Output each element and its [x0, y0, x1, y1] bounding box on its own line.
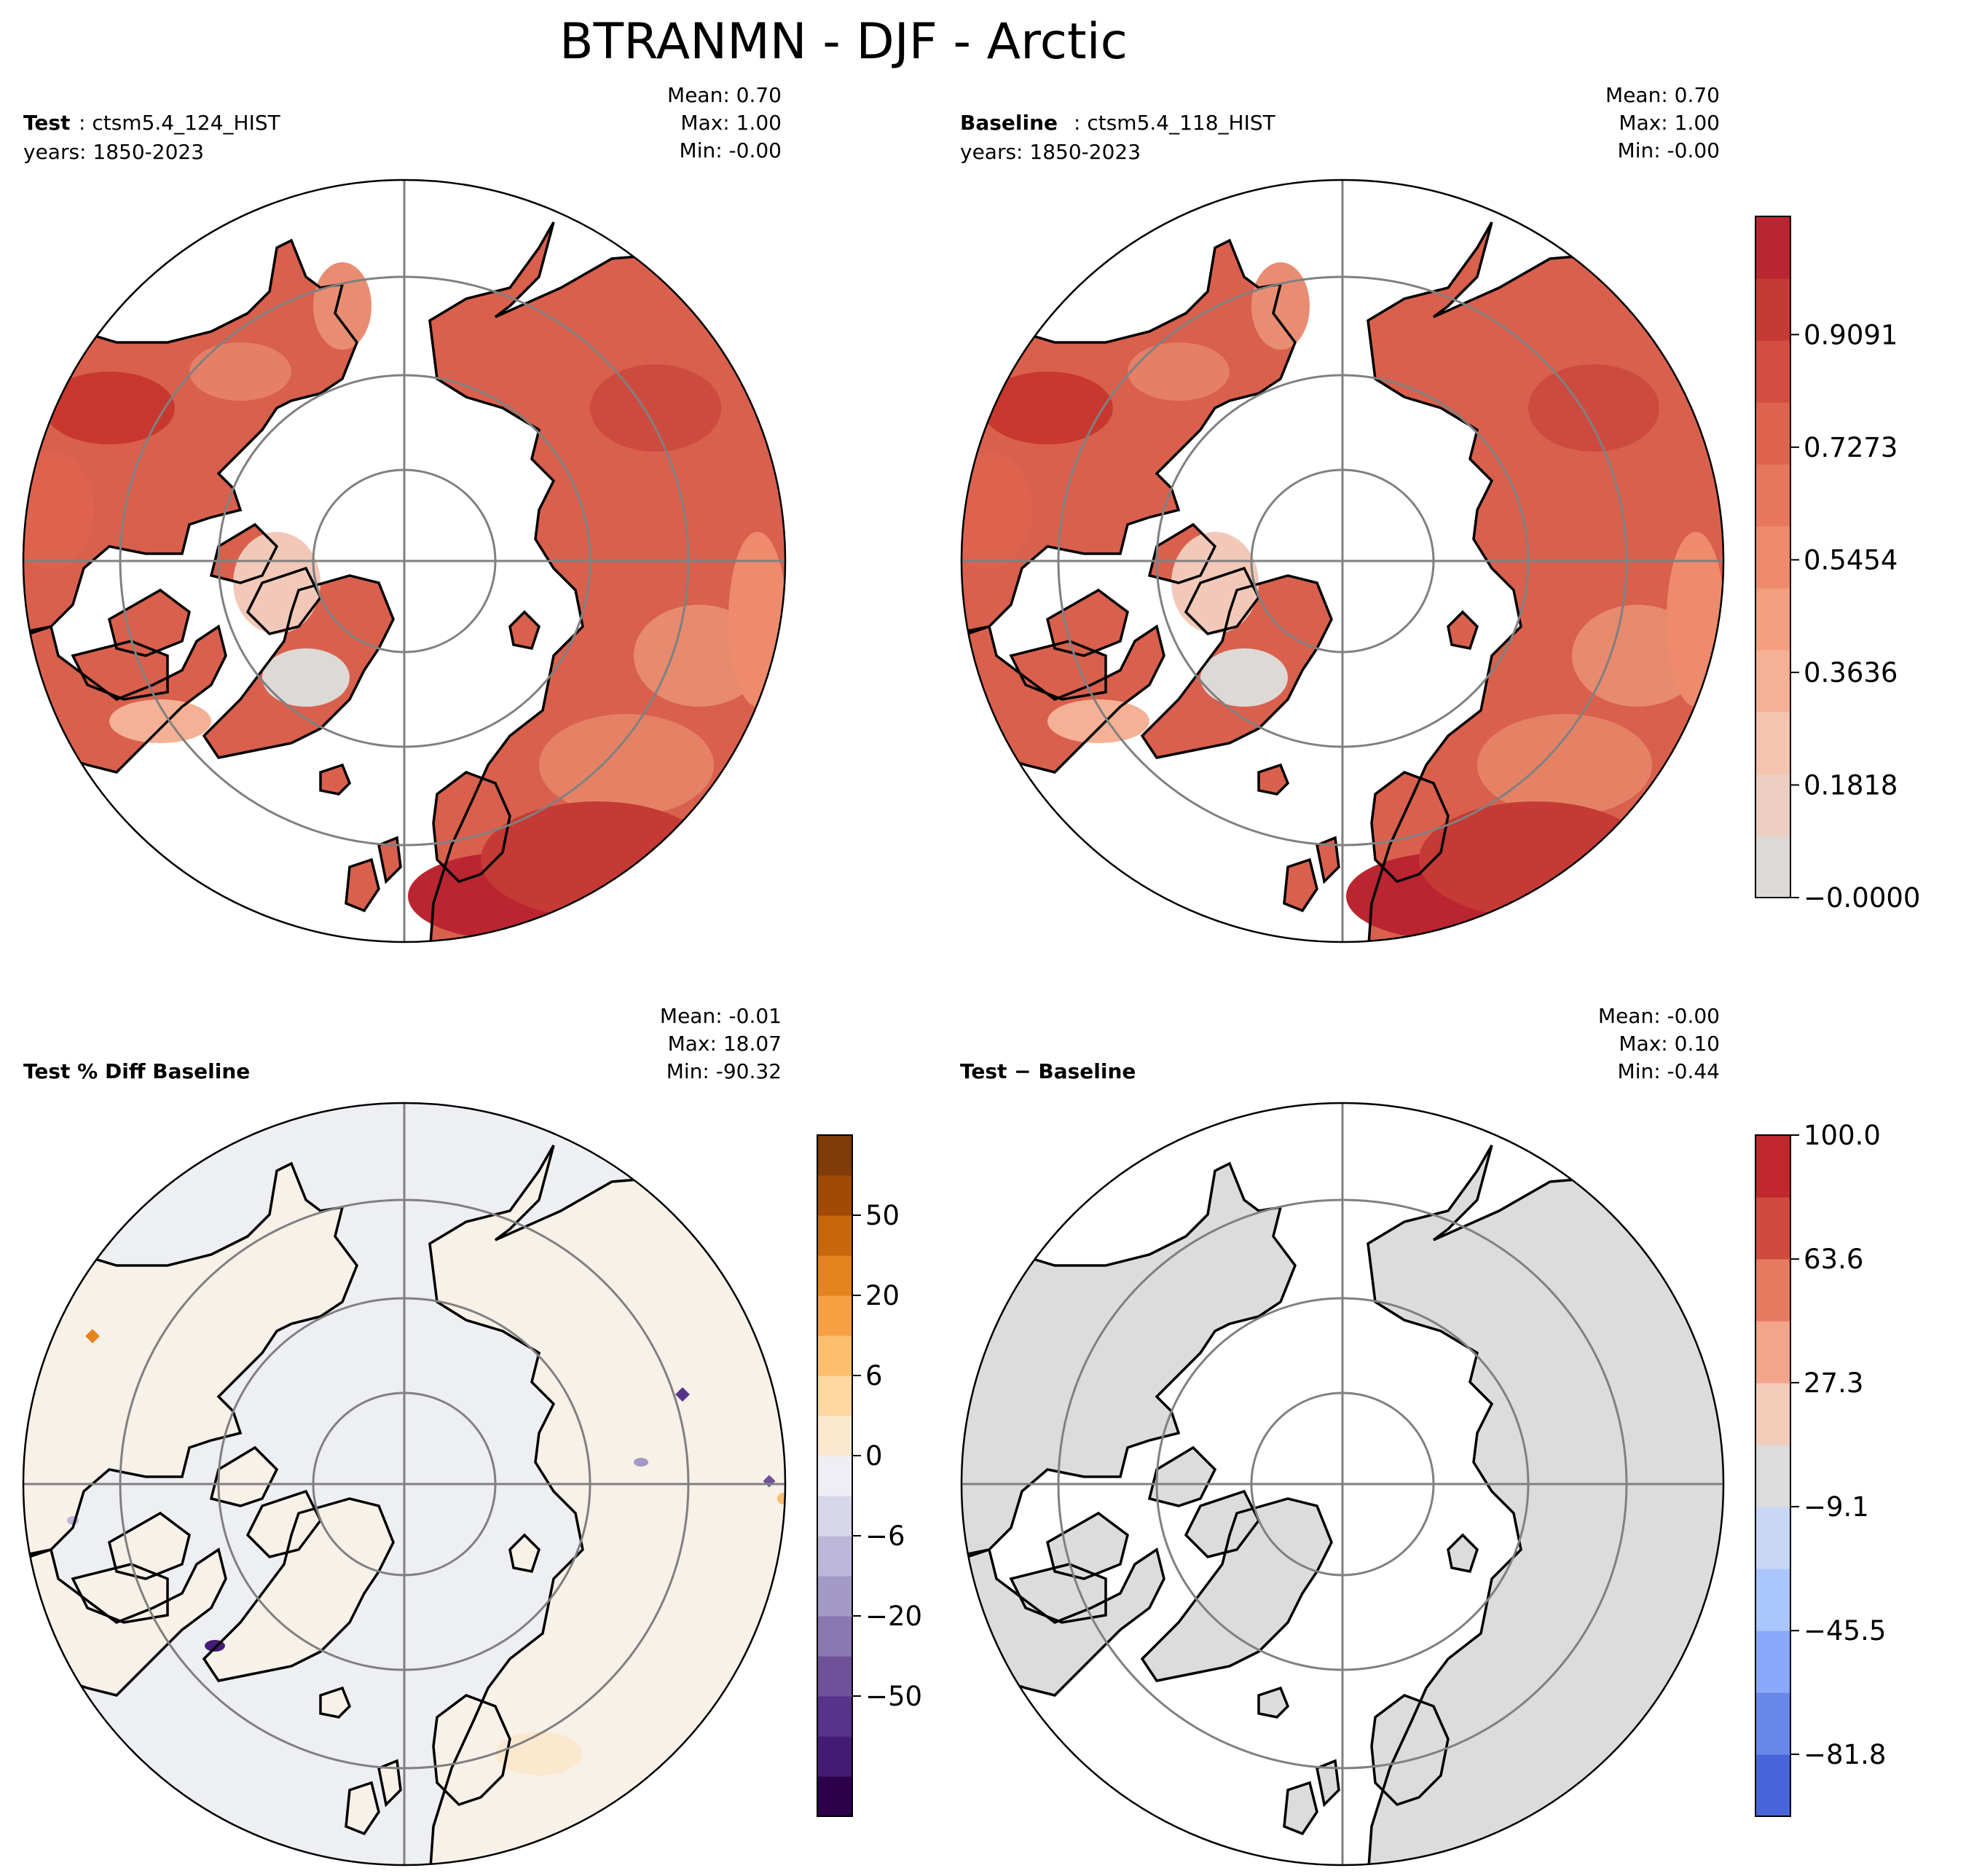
- colorbar-diff-tick-label: −45.5: [1804, 1615, 1886, 1647]
- colorbar-main-tick-label: 0.9091: [1804, 319, 1898, 350]
- colorbar-diff-tick-label: −81.8: [1804, 1739, 1886, 1770]
- colorbar-main-step: [1755, 402, 1790, 465]
- panel-baseline-years: years: 1850-2023: [960, 140, 1141, 164]
- colorbar-diff-steps: [1755, 1135, 1790, 1817]
- colorbar-main-step: [1755, 836, 1790, 898]
- panel-baseline-label: Baseline: [960, 111, 1058, 135]
- colorbar-diff-step: [1755, 1569, 1790, 1631]
- colorbar-diff-step: [1755, 1197, 1790, 1260]
- panel-test-max: Max: 1.00: [680, 111, 782, 135]
- colorbar-pct-step: [817, 1456, 852, 1496]
- colorbar-diff-tick-label: 100.0: [1804, 1120, 1881, 1151]
- panel-baseline-max: Max: 1.00: [1619, 111, 1720, 135]
- colorbar-diff-step: [1755, 1507, 1790, 1569]
- colorbar-main-steps: [1755, 216, 1790, 898]
- colorbar-pct-step: [817, 1776, 852, 1817]
- panel-test-label: Test: [23, 111, 70, 135]
- colorbar-pct-tick-label: 50: [865, 1200, 900, 1231]
- colorbar-diff-step: [1755, 1630, 1790, 1693]
- panel-baseline-min: Min: -0.00: [1618, 138, 1720, 162]
- colorbar-diff-step: [1755, 1754, 1790, 1817]
- colorbar-pct-step: [817, 1536, 852, 1577]
- panel-pctdiff-min: Min: -90.32: [667, 1059, 782, 1083]
- colorbar-main-step: [1755, 774, 1790, 836]
- colorbar-main-step: [1755, 216, 1790, 279]
- colorbar-diff-step: [1755, 1383, 1790, 1445]
- colorbar-diff-step: [1755, 1259, 1790, 1322]
- panel-pctdiff-label: Test % Diff Baseline: [23, 1059, 250, 1083]
- panel-pctdiff: Test % Diff Baseline Mean: -0.01 Max: 18…: [22, 1004, 787, 1867]
- colorbar-main-step: [1755, 340, 1790, 403]
- colorbar-pct-tick-label: 20: [865, 1280, 900, 1311]
- panel-test-min: Min: -0.00: [680, 138, 782, 162]
- colorbar-main-step: [1755, 526, 1790, 589]
- colorbar-main-step: [1755, 712, 1790, 774]
- colorbar-pct-tick-label: −6: [865, 1520, 905, 1552]
- panel-diff-max: Max: 0.10: [1619, 1032, 1720, 1056]
- colorbar-main-step: [1755, 278, 1790, 341]
- colorbar-pct-tick-label: −20: [865, 1601, 922, 1632]
- colorbar-pct-step: [817, 1335, 852, 1376]
- map-pctdiff: [23, 1103, 785, 1865]
- colorbar-main-step: [1755, 650, 1790, 713]
- panel-diff-min: Min: -0.44: [1618, 1059, 1720, 1083]
- colorbar-pct: −50 −20 −6 0 6 20 50: [817, 1134, 922, 1817]
- colorbar-main-tick-label: 0.1818: [1804, 769, 1898, 801]
- colorbar-main-tick-label: −0.0000: [1804, 882, 1920, 914]
- colorbar-pct-step: [817, 1416, 852, 1456]
- colorbar-diff-step: [1755, 1692, 1790, 1755]
- panel-test: Test : ctsm5.4_124_HIST years: 1850-2023…: [22, 83, 787, 943]
- map-test: [23, 180, 785, 942]
- colorbar-pct-step: [817, 1295, 852, 1336]
- colorbar-pct-steps: [817, 1135, 852, 1817]
- colorbar-pct-tick-label: 6: [865, 1360, 883, 1392]
- colorbar-diff-tick-label: −9.1: [1804, 1491, 1869, 1523]
- panel-baseline-case: : ctsm5.4_118_HIST: [1074, 111, 1276, 135]
- colorbar-diff-tick-label: 27.3: [1804, 1367, 1863, 1399]
- figure-title: BTRANMN - DJF - Arctic: [559, 13, 1128, 71]
- panel-baseline: Baseline : ctsm5.4_118_HIST years: 1850-…: [960, 83, 1725, 943]
- panel-baseline-mean: Mean: 0.70: [1605, 83, 1720, 107]
- panel-pctdiff-mean: Mean: -0.01: [660, 1004, 782, 1028]
- colorbar-diff-ticks: −81.8 −45.5 −9.1 27.3 63.6 100.0: [1790, 1120, 1886, 1770]
- colorbar-pct-step: [817, 1696, 852, 1737]
- map-diff: [962, 1103, 1723, 1865]
- colorbar-main: −0.0000 0.1818 0.3636 0.5454 0.7273 0.9091: [1755, 216, 1920, 914]
- colorbar-diff-step: [1755, 1445, 1790, 1507]
- panel-diff: Test − Baseline Mean: -0.00 Max: 0.10 Mi…: [960, 1004, 1725, 1867]
- colorbar-pct-step: [817, 1135, 852, 1176]
- colorbar-diff-step: [1755, 1135, 1790, 1198]
- colorbar-pct-step: [817, 1215, 852, 1256]
- colorbar-diff-tick-label: 63.6: [1804, 1244, 1863, 1275]
- colorbar-pct-step: [817, 1656, 852, 1697]
- colorbar-pct-tick-label: 0: [865, 1440, 883, 1472]
- panel-test-case: : ctsm5.4_124_HIST: [79, 111, 281, 135]
- colorbar-pct-step: [817, 1255, 852, 1296]
- panel-diff-label: Test − Baseline: [960, 1059, 1136, 1083]
- colorbar-main-tick-label: 0.3636: [1804, 657, 1898, 688]
- colorbar-main-step: [1755, 464, 1790, 527]
- colorbar-pct-step: [817, 1576, 852, 1617]
- panel-test-years: years: 1850-2023: [23, 140, 204, 164]
- colorbar-pct-step: [817, 1375, 852, 1416]
- colorbar-main-step: [1755, 588, 1790, 651]
- colorbar-main-tick-label: 0.5454: [1804, 544, 1898, 576]
- colorbar-pct-step: [817, 1736, 852, 1777]
- panel-test-mean: Mean: 0.70: [667, 83, 782, 107]
- colorbar-pct-step: [817, 1616, 852, 1657]
- colorbar-diff-step: [1755, 1321, 1790, 1384]
- colorbar-main-tick-label: 0.7273: [1804, 432, 1898, 463]
- colorbar-pct-step: [817, 1496, 852, 1536]
- colorbar-pct-tick-label: −50: [865, 1681, 922, 1712]
- colorbar-diff: −81.8 −45.5 −9.1 27.3 63.6 100.0: [1755, 1120, 1886, 1817]
- panel-diff-mean: Mean: -0.00: [1598, 1004, 1720, 1028]
- colorbar-pct-step: [817, 1175, 852, 1216]
- colorbar-pct-ticks: −50 −20 −6 0 6 20 50: [852, 1200, 922, 1712]
- map-baseline: [962, 180, 1723, 942]
- panel-pctdiff-max: Max: 18.07: [668, 1032, 782, 1056]
- colorbar-main-ticks: −0.0000 0.1818 0.3636 0.5454 0.7273 0.9091: [1790, 319, 1920, 914]
